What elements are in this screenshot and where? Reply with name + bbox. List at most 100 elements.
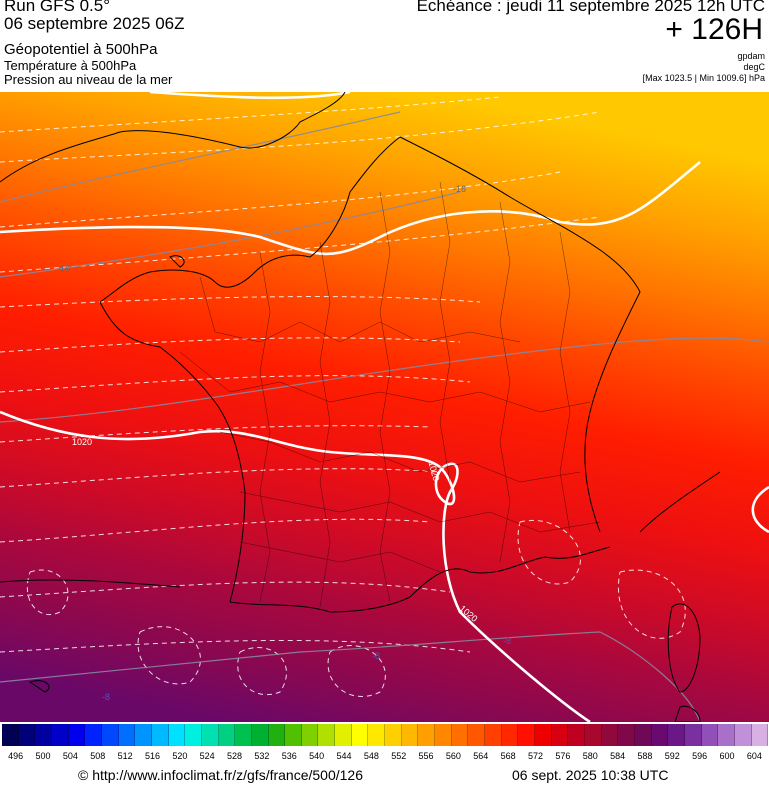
scale-swatch	[368, 724, 386, 746]
run-date: 06 septembre 2025 06Z	[4, 14, 185, 33]
isobar-label-west: 1020	[72, 437, 92, 447]
scale-label: 504	[62, 751, 78, 761]
unit-geopotential: gpdam	[737, 51, 765, 61]
scale-label: 536	[281, 751, 297, 761]
scale-label: 552	[391, 751, 407, 761]
scale-swatch	[151, 724, 169, 746]
scale-swatch	[701, 724, 719, 746]
pyrenees-border	[229, 596, 411, 613]
scale-label: 592	[664, 751, 680, 761]
scale-label: 580	[582, 751, 598, 761]
scale-swatch	[634, 724, 652, 746]
pressure-max-min: [Max 1023.5 | Min 1009.6] hPa	[642, 73, 765, 83]
balearic	[28, 680, 50, 693]
scale-label: 596	[692, 751, 708, 761]
scale-swatch	[35, 724, 52, 746]
scale-swatch	[551, 724, 569, 746]
scale-swatch	[168, 724, 186, 746]
scale-swatch	[251, 724, 269, 746]
scale-label: 568	[500, 751, 516, 761]
forecast-valid-time: Echéance : jeudi 11 septembre 2025 12h U…	[416, 0, 765, 15]
scale-label: 528	[227, 751, 243, 761]
scale-label: 564	[473, 751, 489, 761]
scale-swatch	[85, 724, 102, 746]
scale-swatch	[268, 724, 286, 746]
scale-label: 540	[309, 751, 325, 761]
france-east-border	[399, 136, 641, 533]
scale-swatch	[734, 724, 752, 746]
scale-swatch	[135, 724, 152, 746]
scale-swatch	[535, 724, 552, 746]
forecast-hour: + 126H	[665, 13, 763, 46]
variable-pressure: Pression au niveau de la mer	[4, 72, 173, 87]
scale-label: 576	[555, 751, 571, 761]
color-scale-bar	[2, 724, 769, 746]
coastlines	[0, 92, 721, 722]
scale-swatch	[318, 724, 336, 746]
scale-label: 500	[35, 751, 51, 761]
scale-swatch	[684, 724, 702, 746]
corsica	[667, 603, 701, 693]
scale-swatch	[2, 724, 19, 746]
scale-swatch	[335, 724, 352, 746]
temp-label-north: -16	[453, 184, 466, 194]
scale-label: 604	[746, 751, 762, 761]
scale-swatch	[18, 724, 36, 746]
scale-label: 508	[90, 751, 106, 761]
scale-swatch	[485, 724, 502, 746]
contour-labels: 1020 1020 1020 -16 -16 -8 -8 -8	[57, 184, 511, 702]
scale-swatch	[218, 724, 236, 746]
scale-swatch	[751, 724, 769, 746]
geopotential-field	[0, 92, 769, 722]
scale-label: 520	[172, 751, 188, 761]
department-boundaries	[179, 181, 601, 608]
color-scale-labels: 496 500 504 508 512 516 520 524 528 532 536 540 544 5…	[2, 751, 768, 761]
scale-swatch	[568, 724, 585, 746]
source-url[interactable]: © http://www.infoclimat.fr/z/gfs/france/…	[78, 767, 363, 783]
unit-temperature: degC	[743, 62, 765, 72]
map-header: Run GFS 0.5° 06 septembre 2025 06Z Géopo…	[0, 0, 769, 92]
sardinia	[674, 705, 701, 722]
temp-label-southwest: -8	[102, 692, 110, 702]
mediterranean-coast	[409, 546, 611, 598]
brittany-coast	[99, 136, 401, 303]
temp-label-southeast: -8	[503, 636, 511, 646]
scale-swatch	[435, 724, 452, 746]
scale-label: 524	[199, 751, 215, 761]
scale-swatch	[501, 724, 519, 746]
scale-swatch	[285, 724, 302, 746]
channel-islands	[169, 255, 185, 268]
scale-label: 532	[254, 751, 270, 761]
scale-swatch	[718, 724, 735, 746]
scale-label: 588	[637, 751, 653, 761]
scale-swatch	[351, 724, 369, 746]
scale-label: 572	[527, 751, 544, 761]
weather-map[interactable]: 1020 1020 1020 -16 -16 -8 -8 -8	[0, 92, 769, 722]
temp-label-west: -16	[57, 264, 70, 274]
scale-swatch	[468, 724, 486, 746]
run-title: Run GFS 0.5°	[4, 0, 111, 15]
scale-label: 548	[363, 751, 379, 761]
scale-label: 516	[144, 751, 160, 761]
scale-swatch	[518, 724, 535, 746]
scale-label: 544	[336, 751, 352, 761]
scale-swatch	[668, 724, 685, 746]
temp-label-south: -8	[372, 651, 380, 661]
scale-swatch	[235, 724, 252, 746]
scale-swatch	[618, 724, 635, 746]
scale-swatch	[118, 724, 136, 746]
england-coast	[0, 92, 346, 183]
scale-label: 600	[719, 751, 735, 761]
temperature-contours	[0, 111, 769, 722]
scale-label: 496	[8, 751, 24, 761]
scale-label: 584	[610, 751, 626, 761]
scale-label: 560	[445, 751, 461, 761]
scale-swatch	[418, 724, 436, 746]
dashed-contours	[0, 96, 686, 697]
scale-swatch	[401, 724, 419, 746]
scale-swatch	[68, 724, 86, 746]
scale-swatch	[584, 724, 602, 746]
scale-swatch	[301, 724, 319, 746]
scale-label: 512	[117, 751, 133, 761]
spain-north-coast	[0, 579, 181, 588]
